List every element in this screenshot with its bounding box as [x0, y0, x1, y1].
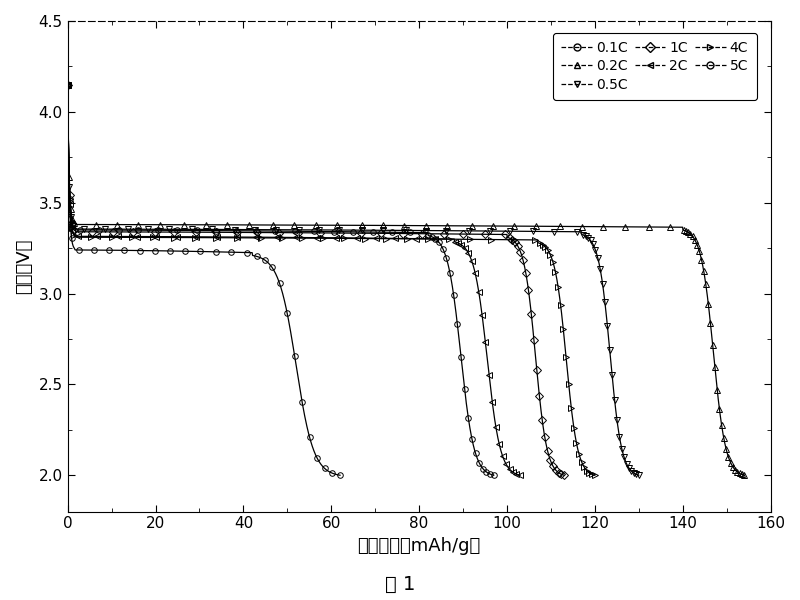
Legend: 0.1C, 0.2C, 0.5C, 1C, 2C, 4C, 5C: 0.1C, 0.2C, 0.5C, 1C, 2C, 4C, 5C — [553, 33, 757, 100]
X-axis label: 放电容量（mAh/g）: 放电容量（mAh/g） — [358, 537, 481, 555]
Y-axis label: 电压（V）: 电压（V） — [15, 239, 33, 294]
Text: 图 1: 图 1 — [385, 575, 415, 594]
